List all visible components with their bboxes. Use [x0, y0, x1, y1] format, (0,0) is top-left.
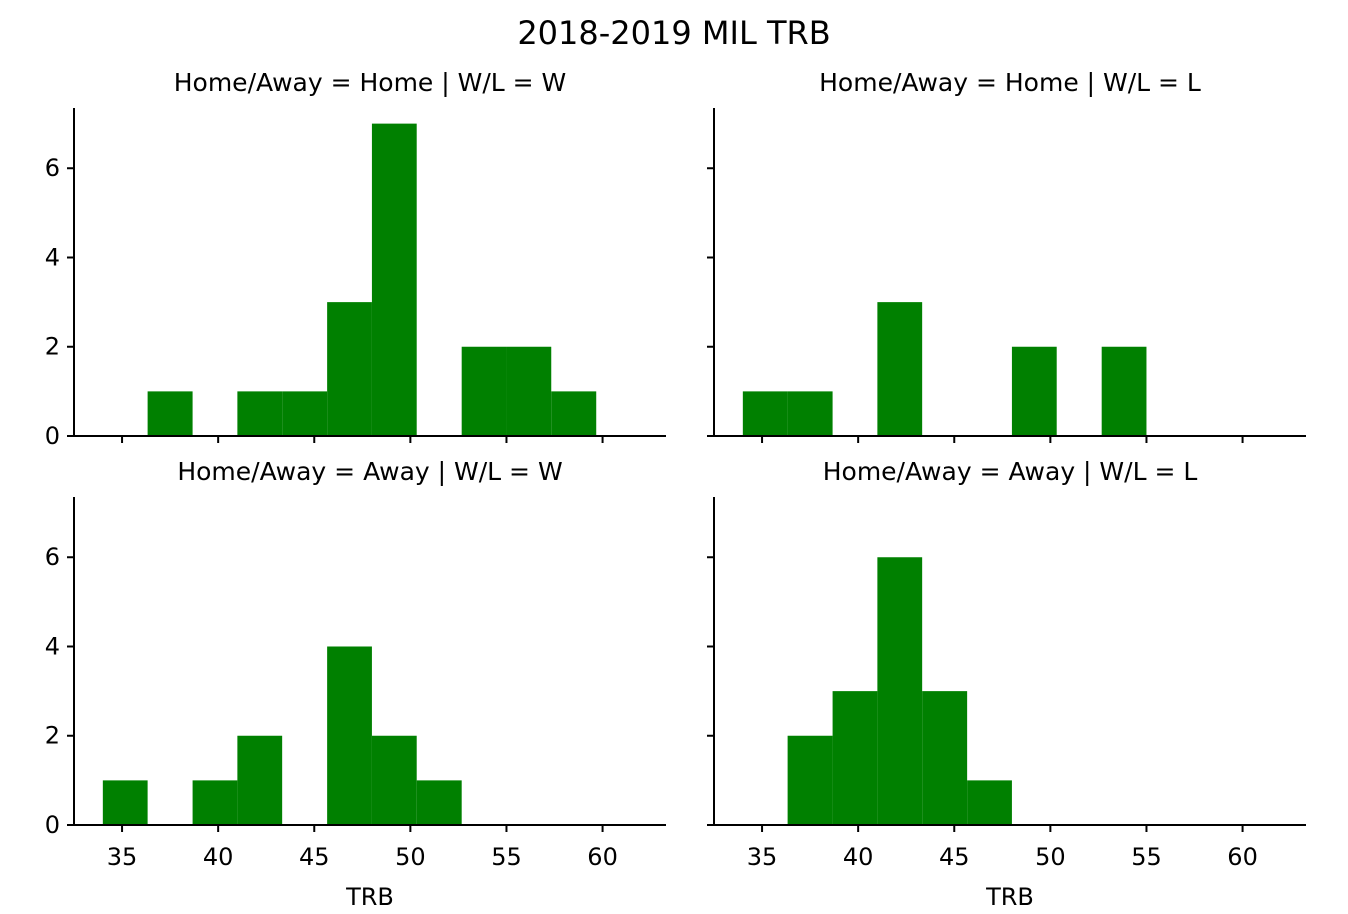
histogram-bar [506, 346, 552, 436]
y-tick-label: 2 [45, 722, 60, 750]
histogram-bar [877, 557, 923, 825]
x-tick-label: 45 [299, 843, 330, 871]
histogram-bar [147, 391, 193, 436]
histogram-bar [787, 735, 833, 825]
facet-panel: Home/Away = Home | W/L = W 0 2 4 6 [45, 68, 666, 450]
facet-panel: Home/Away = Home | W/L = L [707, 68, 1306, 443]
histogram-bar [787, 391, 833, 436]
x-tick-label: 50 [1035, 843, 1066, 871]
x-tick-label: 50 [395, 843, 426, 871]
histogram-bar [371, 735, 417, 825]
facet-panels: Home/Away = Home | W/L = W0246Home/Away … [45, 68, 1306, 911]
x-tick-label: 35 [107, 843, 138, 871]
y-tick-label: 0 [45, 422, 60, 450]
histogram-bar [102, 780, 148, 825]
facet-panel: Home/Away = Away | W/L = W 0 2 4 6 35 40 45 50 55… [45, 457, 666, 911]
y-tick-label: 6 [45, 154, 60, 182]
y-tick-label: 6 [45, 543, 60, 571]
histogram-bar [922, 691, 968, 825]
x-tick-label: 40 [843, 843, 874, 871]
x-tick-label: 60 [587, 843, 618, 871]
panel-title: Home/Away = Away | W/L = W [177, 457, 562, 486]
y-tick-label: 2 [45, 333, 60, 361]
x-tick-label: 45 [939, 843, 970, 871]
histogram-bar [461, 346, 507, 436]
x-tick-label: 55 [491, 843, 522, 871]
histogram-bar [237, 391, 283, 436]
y-tick-label: 0 [45, 811, 60, 839]
histogram-bar [551, 391, 597, 436]
histogram-bar [371, 123, 417, 436]
histogram-bar [742, 391, 788, 436]
x-axis-label: TRB [345, 883, 394, 911]
histogram-bar [327, 302, 372, 436]
chart-suptitle: 2018-2019 MIL TRB [517, 14, 830, 52]
x-tick-label: 35 [747, 843, 778, 871]
histogram-bar [832, 691, 878, 825]
histogram-bar [192, 780, 238, 825]
y-tick-label: 4 [45, 243, 60, 271]
histogram-bar [1101, 346, 1147, 436]
y-tick-label: 4 [45, 632, 60, 660]
histogram-bar [967, 780, 1012, 825]
histogram-bar [416, 780, 462, 825]
panel-title: Home/Away = Away | W/L = L [823, 457, 1198, 486]
x-tick-label: 55 [1131, 843, 1162, 871]
x-axis-label: TRB [985, 883, 1034, 911]
histogram-bar [237, 735, 283, 825]
histogram-bar [327, 646, 372, 825]
histogram-bar [877, 302, 923, 436]
histogram-bar [1011, 346, 1057, 436]
x-tick-label: 40 [203, 843, 234, 871]
x-tick-label: 60 [1227, 843, 1258, 871]
histogram-bar [282, 391, 328, 436]
panel-title: Home/Away = Home | W/L = W [174, 68, 567, 97]
facet-panel: Home/Away = Away | W/L = L 35 40 45 50 55 60 TR… [707, 457, 1306, 911]
panel-title: Home/Away = Home | W/L = L [819, 68, 1201, 97]
